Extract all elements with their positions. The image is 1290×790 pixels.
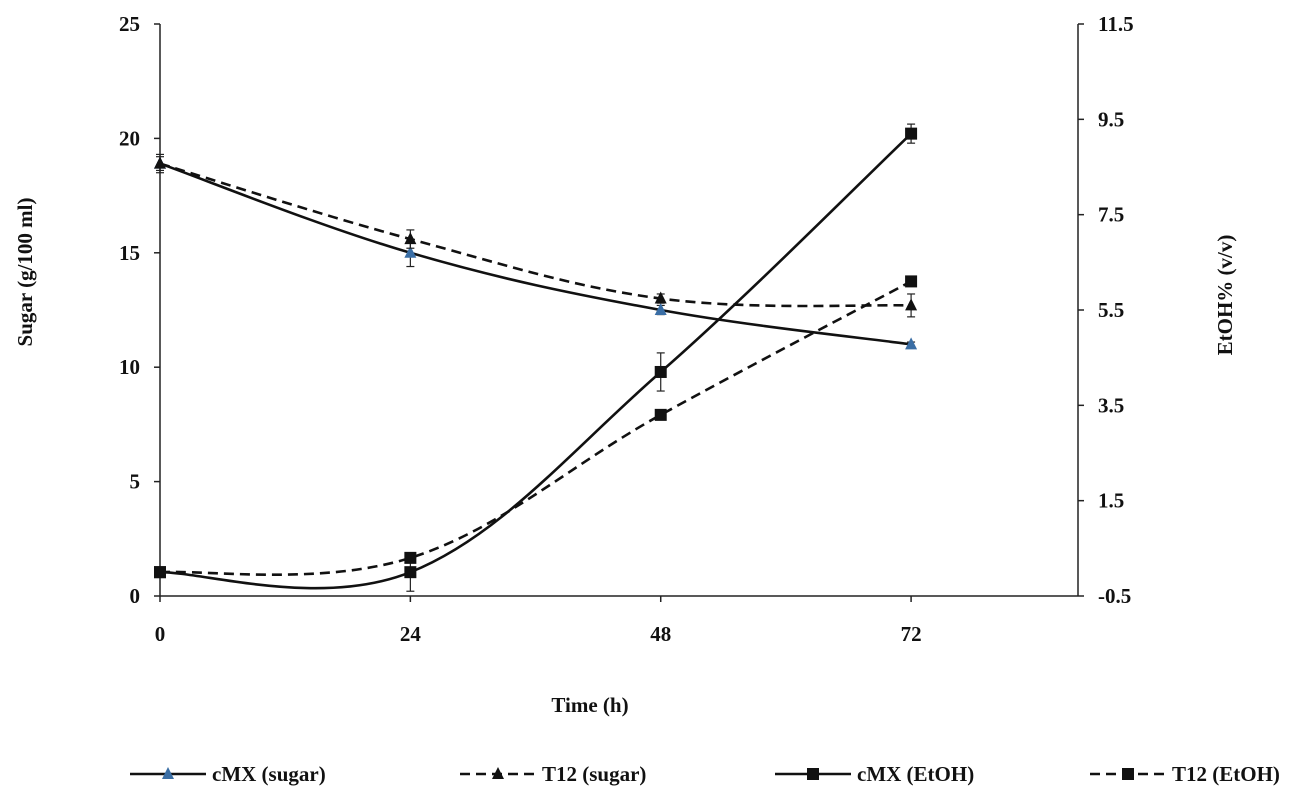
y2-tick-label: 11.5 — [1098, 12, 1134, 36]
data-point — [154, 156, 166, 169]
legend-swatch-marker — [807, 768, 819, 780]
data-point — [404, 551, 417, 564]
y2-axis-title: EtOH% (v/v) — [1213, 235, 1237, 356]
data-point — [404, 232, 417, 245]
legend-label: T12 (sugar) — [542, 762, 646, 786]
data-point — [905, 298, 918, 311]
legend-item-3: T12 (EtOH) — [1090, 762, 1280, 786]
legend: cMX (sugar) T12 (sugar) cMX (EtOH) T12 (EtO… — [130, 762, 1280, 786]
y-axis-title: Sugar (g/100 ml) — [13, 198, 37, 347]
series-line — [159, 132, 912, 590]
y2-tick-label: 1.5 — [1098, 489, 1124, 513]
y-tick-label: 20 — [119, 126, 140, 150]
legend-label: cMX (EtOH) — [857, 762, 974, 786]
data-point — [905, 275, 918, 288]
x-axis-title: Time (h) — [551, 693, 628, 717]
data-point — [905, 127, 918, 140]
y-tick-label: 5 — [130, 470, 141, 494]
axes: 0 5 10 15 20 25 -0.5 1.5 3.5 5.5 7.5 9.5 11.5 0 24 48 72 — [119, 12, 1134, 646]
y2-tick-label: 3.5 — [1098, 393, 1124, 417]
legend-label: cMX (sugar) — [212, 762, 326, 786]
legend-item-2: cMX (EtOH) — [775, 762, 974, 786]
labels: Time (h) Sugar (g/100 ml) EtOH% (v/v) — [13, 198, 1237, 717]
x-tick-label: 0 — [155, 622, 166, 646]
y-tick-label: 0 — [130, 584, 141, 608]
legend-swatch-marker — [1122, 768, 1134, 780]
y2-tick-label: -0.5 — [1098, 584, 1131, 608]
legend-item-0: cMX (sugar) — [130, 762, 326, 786]
series-line — [159, 162, 912, 346]
series-0 — [154, 153, 918, 350]
series-line — [159, 280, 912, 576]
y2-tick-label: 7.5 — [1098, 203, 1124, 227]
legend-swatch-marker — [162, 767, 174, 779]
series-3 — [154, 275, 918, 579]
x-tick-label: 72 — [901, 622, 922, 646]
series-layer — [154, 123, 918, 592]
legend-item-1: T12 (sugar) — [460, 762, 646, 786]
data-point — [654, 365, 667, 378]
data-point — [654, 408, 667, 421]
y-tick-label: 25 — [119, 12, 140, 36]
data-point — [404, 566, 417, 579]
data-point — [654, 303, 667, 315]
y-tick-label: 15 — [119, 241, 140, 265]
y2-tick-label: 9.5 — [1098, 107, 1124, 131]
y-tick-label: 10 — [119, 355, 140, 379]
data-point — [154, 566, 166, 579]
legend-swatch-marker — [492, 767, 504, 779]
y2-tick-label: 5.5 — [1098, 298, 1124, 322]
data-point — [654, 291, 667, 304]
legend-label: T12 (EtOH) — [1172, 762, 1280, 786]
series-1 — [154, 156, 918, 318]
series-2 — [154, 123, 918, 592]
data-point — [404, 245, 417, 258]
data-point — [905, 337, 918, 350]
x-tick-label: 48 — [650, 622, 671, 646]
x-tick-label: 24 — [400, 622, 422, 646]
